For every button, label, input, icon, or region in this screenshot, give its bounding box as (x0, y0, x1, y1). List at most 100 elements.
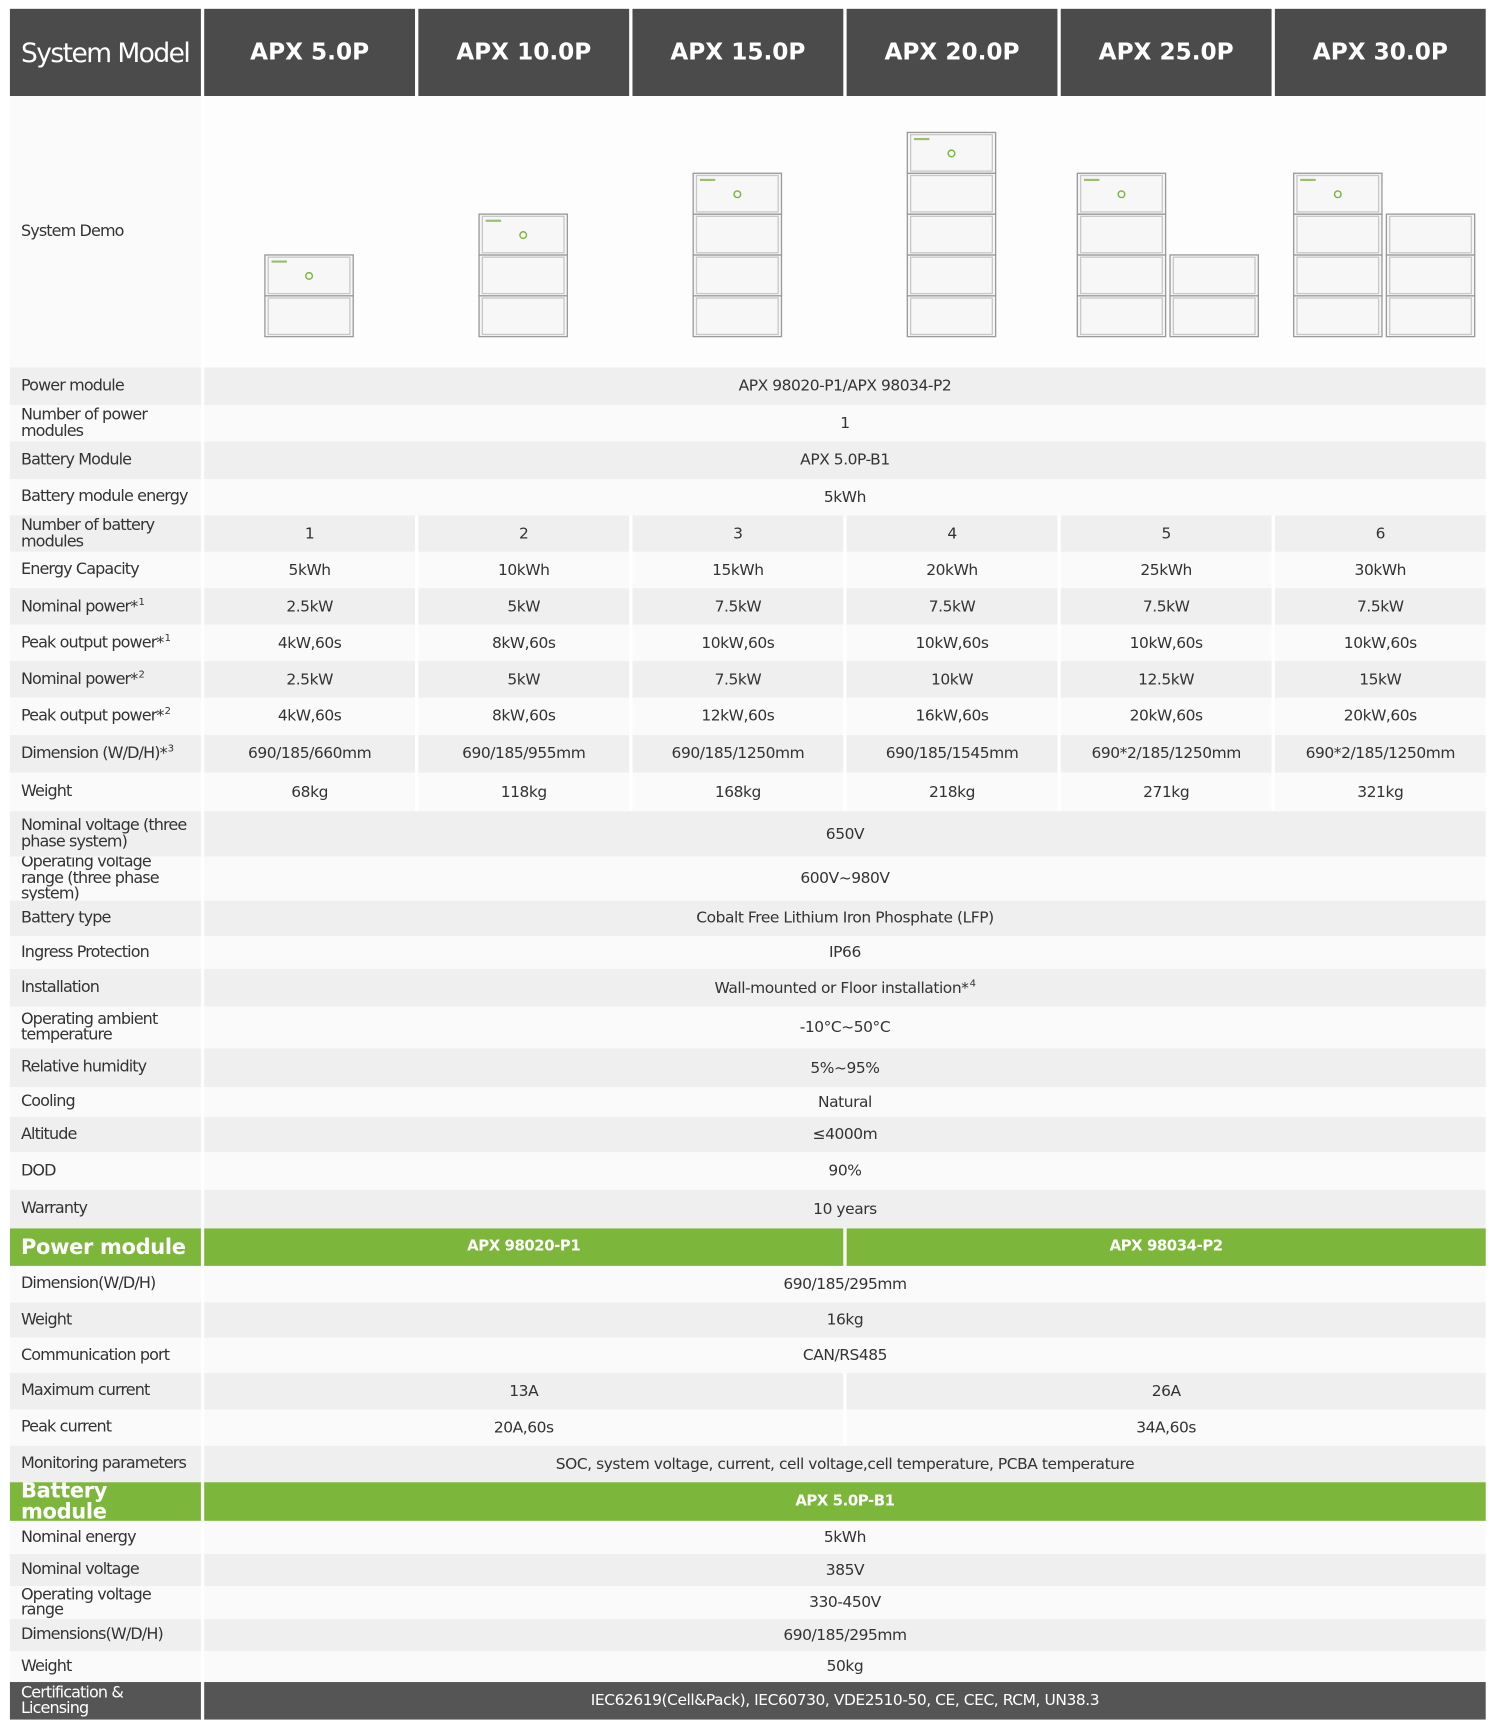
row-label: Maximum current (9, 1373, 201, 1410)
value-cell: Wall-mounted or Floor installation*4 (204, 969, 1486, 1007)
value-cell: 5 (1060, 515, 1272, 552)
row-label: Relative humidity (9, 1048, 201, 1088)
row-label-text: Number of battery modules (20, 516, 155, 551)
row-label: Peak current (9, 1409, 201, 1446)
logo-mark (1333, 190, 1342, 199)
row-label: Energy Capacity (9, 551, 201, 589)
model-header-text: APX 5.0P (250, 38, 370, 66)
value-cell-text: 650V (825, 825, 865, 843)
value-cell-text: 10kW,60s (1129, 634, 1203, 652)
row-label: Cooling (9, 1087, 201, 1117)
row-label-text: Dimensions(W/D/H) (20, 1626, 164, 1644)
value-cell-text: 34A,60s (1136, 1418, 1197, 1437)
row-label-text: Communication port (20, 1346, 170, 1364)
value-cell-text: 25kWh (1140, 561, 1192, 579)
value-cell: 1 (204, 515, 416, 552)
brand-mark (1083, 178, 1100, 182)
value-cell: 690/185/660mm (204, 735, 416, 773)
footnote-mark: 1 (138, 596, 144, 608)
model-header: APX 20.0P (846, 8, 1058, 97)
value-cell-text: 5kW (507, 597, 541, 616)
value-cell: ≤4000m (204, 1116, 1486, 1153)
value-cell: 20kW,60s (1274, 697, 1486, 736)
module-shape (909, 297, 993, 336)
value-cell-text: 385V (825, 1561, 865, 1579)
value-cell-text: 10kW,60s (1343, 634, 1417, 652)
row-label-text: Nominal power*2 (20, 669, 145, 689)
value-cell: 10kW,60s (846, 624, 1058, 662)
module-shape (695, 215, 779, 254)
row-label-text: Operating ambient temperature (20, 1010, 158, 1045)
value-cell-text: 13A (509, 1382, 539, 1401)
value-cell-text: 15kWh (712, 561, 764, 579)
footnote-mark: 4 (969, 978, 976, 990)
value-cell-text: 68kg (291, 783, 328, 801)
brand-mark (271, 260, 287, 263)
value-cell-text: Natural (818, 1093, 872, 1111)
value-cell: 690/185/1545mm (846, 735, 1058, 773)
footnote-mark: 1 (164, 633, 171, 645)
module-shape (1296, 256, 1380, 295)
value-cell-text: Wall-mounted or Floor installation*4 (714, 978, 976, 998)
value-cell-text: 690*2/185/1250mm (1091, 744, 1241, 763)
brand-mark (1300, 178, 1316, 182)
value-cell: 20kW,60s (1060, 697, 1272, 736)
logo-mark (305, 271, 314, 280)
value-cell: 7.5kW (632, 661, 844, 698)
value-cell-text: 2.5kW (286, 670, 333, 689)
value-cell: 12.5kW (1060, 661, 1272, 698)
row-label: Number of battery modules (9, 515, 201, 552)
row-label-text: Altitude (20, 1125, 77, 1144)
module-shape (692, 213, 783, 256)
row-label: Monitoring parameters (9, 1445, 201, 1483)
value-cell-text: 218kg (929, 783, 976, 801)
module-shape (267, 256, 351, 295)
model-header: APX 5.0P (204, 8, 416, 97)
module-shape (1385, 213, 1476, 256)
row-label-text: Power module (20, 377, 125, 395)
value-cell: 8kW,60s (418, 697, 630, 736)
value-cell-text: 10 years (813, 1200, 877, 1218)
footnote-mark: 2 (164, 706, 171, 718)
module-shape (481, 215, 565, 254)
value-cell: 271kg (1060, 772, 1272, 812)
value-cell-text: 330-450V (809, 1593, 881, 1612)
row-label: Nominal energy (9, 1520, 201, 1555)
value-cell-text: 7.5kW (714, 597, 762, 616)
value-cell: 4kW,60s (204, 697, 416, 736)
row-label: Weight (9, 1651, 201, 1683)
row-label: Battery type (9, 900, 201, 936)
value-cell: 34A,60s (846, 1409, 1486, 1446)
value-cell: 10kW (846, 661, 1058, 698)
module-shape (1292, 254, 1383, 297)
value-cell: 600V~980V (204, 856, 1486, 901)
value-cell-text: SOC, system voltage, current, cell volta… (555, 1455, 1135, 1473)
row-label-text: Battery type (20, 909, 111, 927)
module-shape (695, 174, 779, 213)
module-shape (1076, 213, 1167, 256)
value-cell: 385V (204, 1554, 1486, 1587)
row-label-text: DOD (20, 1161, 56, 1180)
module-shape (1169, 254, 1259, 297)
value-cell-text: 690*2/185/1250mm (1305, 744, 1456, 763)
value-cell: 5kW (418, 661, 630, 698)
value-cell: 13A (204, 1373, 844, 1410)
value-cell: 16kg (204, 1302, 1486, 1338)
model-header: APX 30.0P (1274, 8, 1486, 97)
cert-label: Certification & Licensing (9, 1682, 201, 1720)
section-title-text: Battery module (20, 1482, 108, 1521)
row-label-text: Peak current (20, 1418, 112, 1437)
row-label: Operating voltage range (three phase sys… (9, 856, 201, 901)
module-shape (1296, 215, 1380, 254)
section-model-text: APX 98020-P1 (467, 1237, 581, 1256)
value-cell-text: 4kW,60s (277, 707, 342, 726)
row-label-text: Weight (20, 1657, 72, 1676)
brand-mark (699, 178, 716, 182)
value-cell-text: 690/185/1545mm (885, 744, 1019, 763)
row-label-text: Battery Module (20, 451, 132, 469)
module-shape (692, 254, 783, 297)
cert-label-text: Certification & Licensing (20, 1683, 124, 1718)
module-shape (906, 254, 997, 297)
value-cell-text: 6 (1375, 524, 1386, 543)
